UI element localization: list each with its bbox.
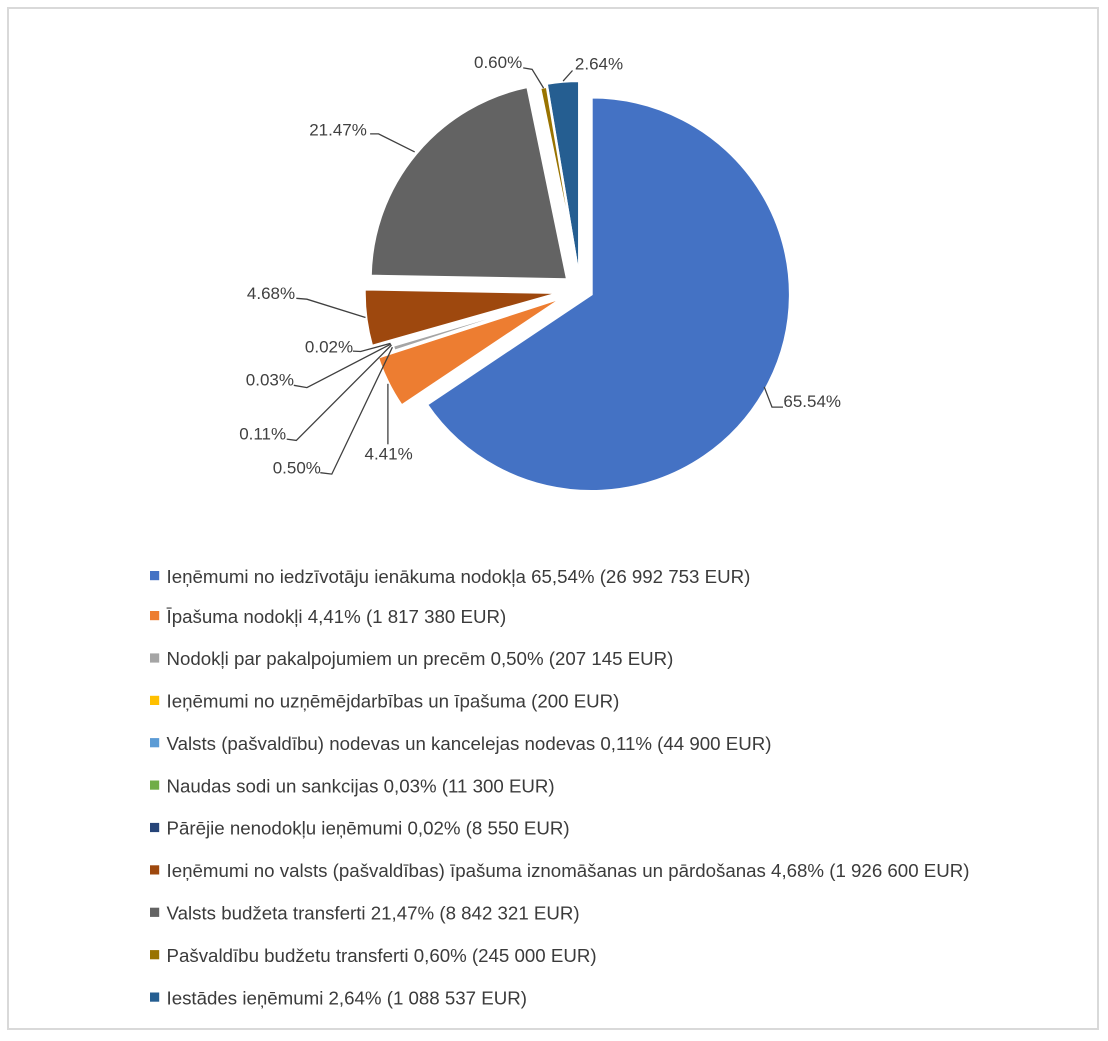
- svg-text:0.03%: 0.03%: [246, 371, 294, 390]
- svg-text:Ieņēmumi no valsts (pašvaldība: Ieņēmumi no valsts (pašvaldības) īpašuma…: [167, 860, 970, 881]
- svg-text:Pārējie nenodokļu ieņēmumi 0,0: Pārējie nenodokļu ieņēmumi 0,02% (8 550 …: [167, 818, 570, 839]
- svg-text:2.64%: 2.64%: [575, 54, 623, 73]
- svg-text:Iestādes ieņēmumi 2,64% (1 088: Iestādes ieņēmumi 2,64% (1 088 537 EUR): [167, 987, 527, 1008]
- svg-text:Īpašuma nodokļi 4,41% (1 817 3: Īpašuma nodokļi 4,41% (1 817 380 EUR): [167, 606, 507, 627]
- svg-text:0.50%: 0.50%: [273, 459, 321, 478]
- svg-text:Valsts budžeta transferti 21,4: Valsts budžeta transferti 21,47% (8 842 …: [167, 903, 580, 924]
- svg-text:0.02%: 0.02%: [305, 338, 353, 357]
- svg-text:Ieņēmumi no uzņēmējdarbības un: Ieņēmumi no uzņēmējdarbības un īpašuma (…: [167, 691, 620, 712]
- svg-text:4.68%: 4.68%: [247, 284, 295, 303]
- svg-text:Pašvaldību budžetu transferti: Pašvaldību budžetu transferti 0,60% (245…: [167, 945, 597, 966]
- svg-text:65.54%: 65.54%: [783, 392, 841, 411]
- svg-text:Valsts (pašvaldību) nodevas un: Valsts (pašvaldību) nodevas un kanceleja…: [167, 733, 772, 754]
- svg-text:0.11%: 0.11%: [239, 425, 286, 444]
- svg-text:4.41%: 4.41%: [365, 445, 413, 464]
- svg-text:Nodokļi par pakalpojumiem un p: Nodokļi par pakalpojumiem un precēm 0,50…: [167, 648, 674, 669]
- svg-text:Ieņēmumi no iedzīvotāju ienāku: Ieņēmumi no iedzīvotāju ienākuma nodokļa…: [167, 566, 751, 587]
- svg-text:0.60%: 0.60%: [474, 53, 522, 72]
- svg-text:21.47%: 21.47%: [309, 121, 367, 140]
- svg-text:Naudas sodi un sankcijas 0,03%: Naudas sodi un sankcijas 0,03% (11 300 E…: [167, 775, 555, 796]
